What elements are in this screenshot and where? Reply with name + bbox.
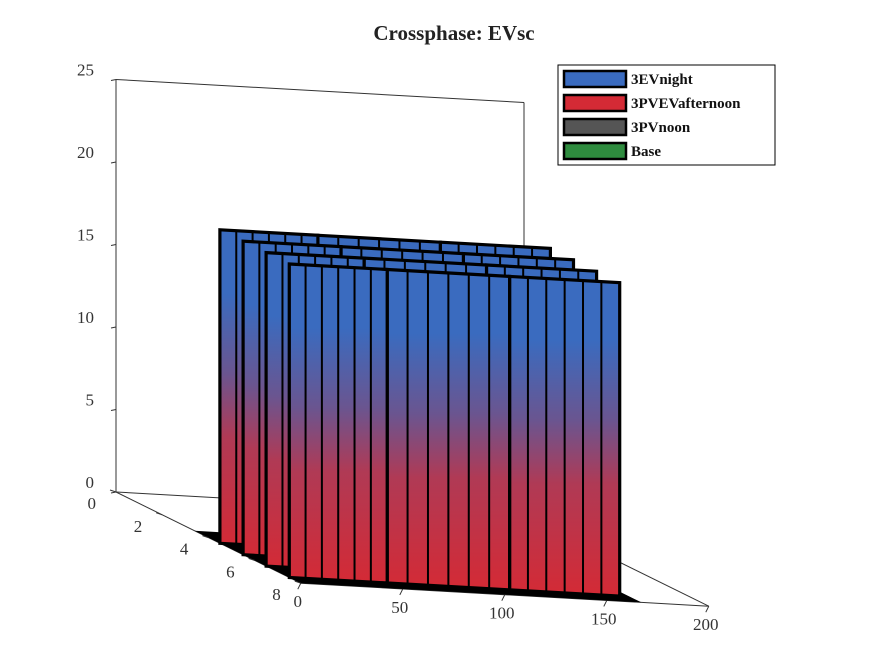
bar-side (241, 240, 244, 555)
legend-label: Base (631, 144, 661, 160)
z-tick-label: 0 (86, 473, 95, 492)
y-tick-mark (294, 580, 301, 584)
z-tick-label: 5 (86, 391, 95, 410)
x-tick-label: 50 (391, 598, 408, 617)
y-tick-label: 0 (88, 494, 97, 513)
legend: 3EVnight 3PVEVafternoon 3PVnoon Base (557, 64, 776, 166)
legend-label: 3EVnight (631, 72, 693, 88)
legend-swatch (562, 141, 628, 161)
z-tick-label: 20 (77, 143, 94, 162)
y-tick-label: 4 (180, 540, 189, 559)
z-tick-label: 25 (77, 61, 94, 80)
x-tick-label: 100 (489, 604, 515, 623)
x-tick-mark (399, 588, 404, 596)
x-tick-mark (501, 594, 506, 601)
z-tick-label: 15 (77, 226, 94, 245)
z-tick-label: 10 (77, 308, 94, 327)
y-tick-mark (202, 535, 209, 539)
y-tick-label: 6 (226, 562, 235, 581)
legend-swatch (562, 117, 628, 137)
z-tick-mark (110, 244, 117, 246)
y-tick-label: 2 (134, 517, 143, 536)
y-tick-mark (156, 512, 163, 516)
x-tick-mark (705, 605, 710, 613)
y-tick-label: 8 (272, 585, 281, 604)
bar-side (287, 263, 290, 578)
z-tick-mark (110, 161, 117, 164)
x-tick-label: 0 (294, 592, 303, 611)
z-tick-mark (110, 79, 117, 81)
y-tick-mark (109, 489, 117, 493)
bar-side (218, 229, 220, 544)
x-tick-mark (603, 600, 608, 607)
z-tick-mark (110, 326, 117, 329)
legend-swatch (562, 69, 628, 89)
bar-side (264, 251, 267, 567)
z-tick-mark (110, 409, 117, 411)
x-tick-label: 150 (591, 609, 617, 628)
legend-label: 3PVnoon (631, 120, 691, 136)
legend-swatch (562, 93, 628, 113)
x-tick-mark (297, 582, 302, 590)
y-tick-mark (248, 557, 255, 561)
axis-edge (115, 79, 525, 103)
x-tick-label: 200 (693, 615, 719, 634)
chart-title: Crossphase: EVsc (373, 21, 534, 45)
legend-label: 3PVEVafternoon (631, 96, 741, 112)
